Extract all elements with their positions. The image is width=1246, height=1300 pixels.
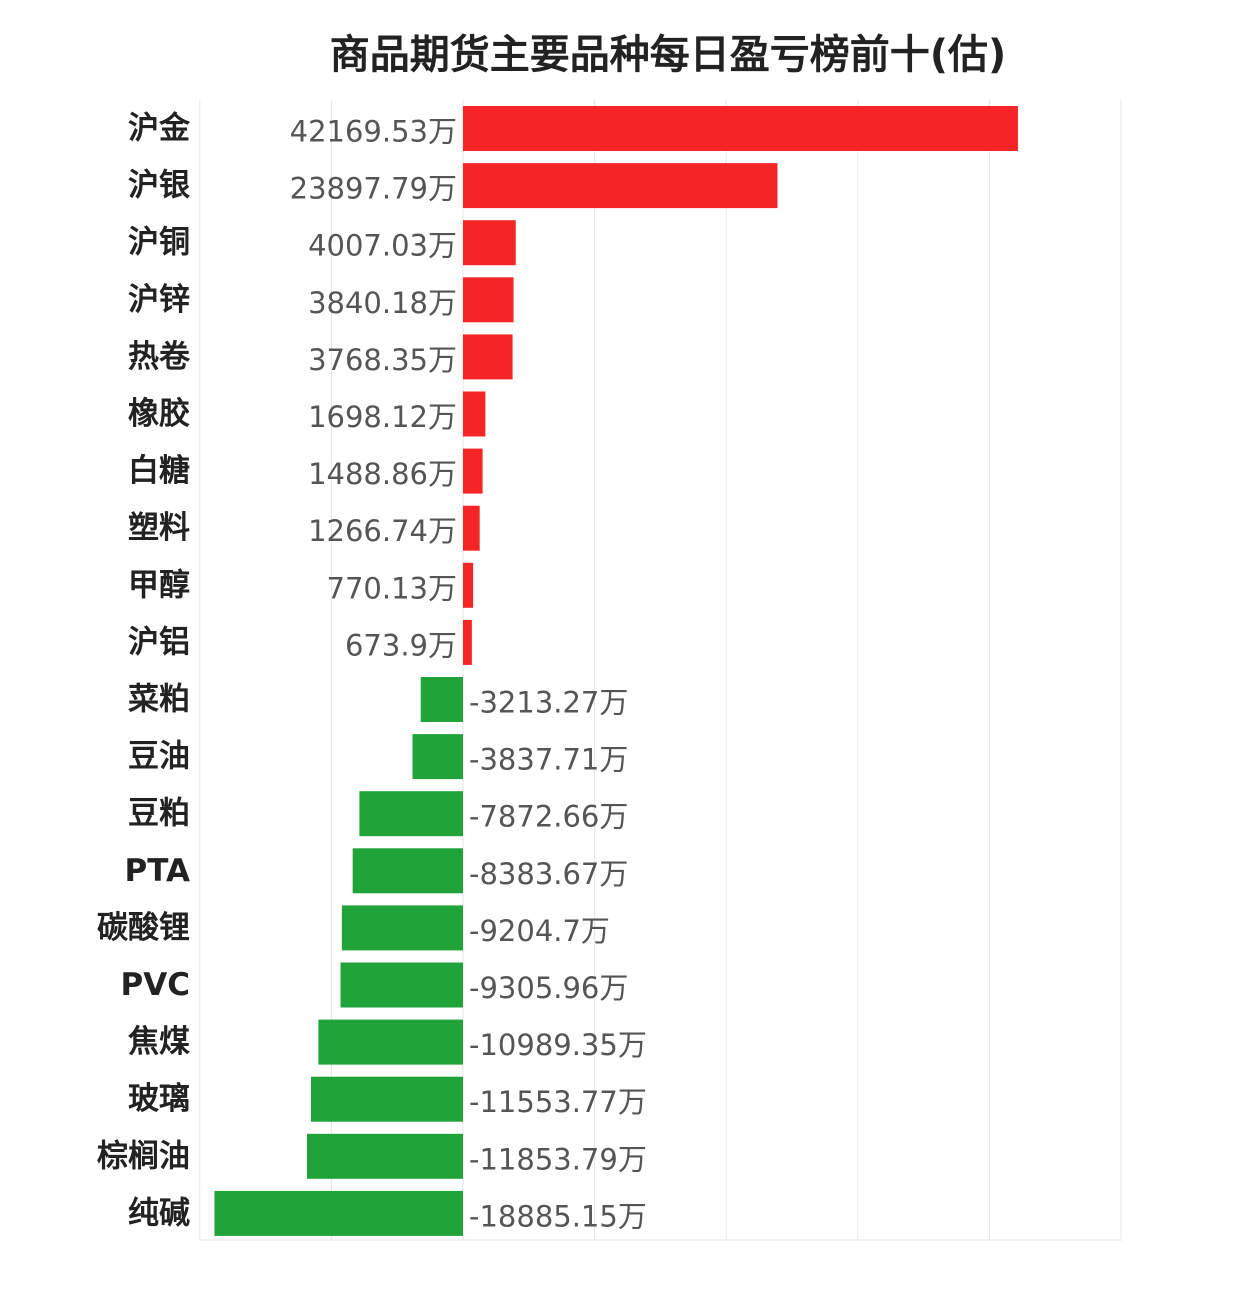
value-label: 770.13万 xyxy=(327,571,457,605)
value-label: 1698.12万 xyxy=(308,400,457,434)
value-label: -18885.15万 xyxy=(469,1199,647,1233)
value-labels: 42169.53万 23897.79万 4007.03万 3840.18万 3768.3… xyxy=(290,115,647,1234)
category-label: 豆粕 xyxy=(128,796,190,832)
bar xyxy=(310,1076,463,1122)
category-label: 沪金 xyxy=(128,111,191,147)
bar xyxy=(412,734,463,780)
bar xyxy=(463,277,514,323)
category-label: 棕榈油 xyxy=(97,1138,190,1174)
value-label: -11553.77万 xyxy=(469,1085,647,1119)
category-label: 白糖 xyxy=(128,453,190,489)
bar xyxy=(463,334,513,380)
value-label: -9305.96万 xyxy=(469,971,628,1005)
bar xyxy=(463,391,486,437)
value-label: 4007.03万 xyxy=(308,229,457,263)
value-label: 3768.35万 xyxy=(308,343,457,377)
category-label: 橡胶 xyxy=(128,396,190,432)
bars xyxy=(214,106,1018,1236)
value-label: -3213.27万 xyxy=(469,686,628,720)
category-label: PVC xyxy=(121,967,190,1003)
category-label: 热卷 xyxy=(128,339,191,375)
value-label: -8383.67万 xyxy=(469,857,628,891)
bar xyxy=(341,905,463,951)
bar xyxy=(463,619,472,665)
bar xyxy=(214,1190,463,1236)
category-label: 菜粕 xyxy=(128,682,190,718)
bar xyxy=(463,505,480,551)
value-label: -11853.79万 xyxy=(469,1142,647,1176)
category-label: 沪锌 xyxy=(128,282,190,318)
bar xyxy=(352,848,463,894)
bar xyxy=(463,106,1018,151)
category-label: PTA xyxy=(125,853,190,889)
category-label: 甲醇 xyxy=(128,567,190,603)
value-label: -9204.7万 xyxy=(469,914,610,948)
bar xyxy=(463,220,516,266)
value-label: -10989.35万 xyxy=(469,1028,647,1062)
category-label: 沪铜 xyxy=(128,225,190,261)
category-label: 塑料 xyxy=(128,510,190,546)
category-label: 焦煤 xyxy=(128,1024,190,1060)
value-label: 3840.18万 xyxy=(308,286,457,320)
value-label: -3837.71万 xyxy=(469,743,628,777)
bar xyxy=(307,1133,463,1179)
category-label: 玻璃 xyxy=(128,1081,190,1117)
value-label: 673.9万 xyxy=(345,628,457,662)
category-label: 豆油 xyxy=(128,739,190,775)
value-label: 42169.53万 xyxy=(290,115,457,149)
gridlines xyxy=(199,100,1122,1241)
chart-title: 商品期货主要品种每日盈亏榜前十(估) xyxy=(329,32,1007,78)
value-label: 1488.86万 xyxy=(308,457,457,491)
bar xyxy=(463,562,474,608)
value-label: 23897.79万 xyxy=(290,172,457,206)
bar xyxy=(463,163,778,209)
category-label: 纯碱 xyxy=(128,1195,190,1231)
category-label: 沪银 xyxy=(128,168,190,204)
value-label: 1266.74万 xyxy=(308,514,457,548)
bar xyxy=(340,962,463,1008)
bar xyxy=(420,677,463,722)
bar xyxy=(318,1019,463,1065)
bar xyxy=(463,448,483,494)
category-label: 沪铝 xyxy=(128,624,190,660)
value-label: -7872.66万 xyxy=(469,800,628,834)
bar xyxy=(359,791,463,837)
category-label: 碳酸锂 xyxy=(97,910,190,946)
